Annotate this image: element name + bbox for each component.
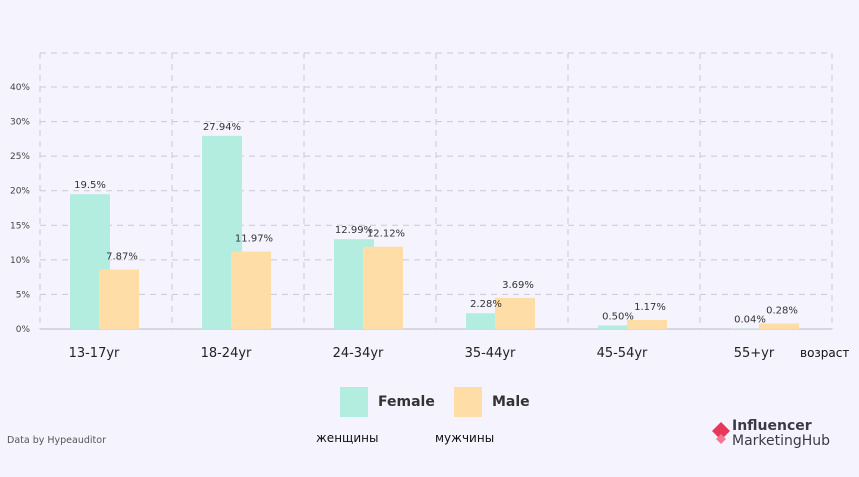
bar-female: [598, 325, 638, 329]
y-tick-label: 20%: [10, 187, 30, 197]
y-tick-label: 0%: [16, 325, 31, 335]
data-label-female: 0.50%: [602, 312, 634, 323]
legend-label-male: Male: [492, 394, 530, 410]
y-axis: 0% 5% 10% 15% 20% 25% 30% 40%: [10, 83, 30, 335]
brand-mark-icon: [712, 422, 730, 444]
male-annotation: мужчины: [435, 431, 495, 445]
bars: [70, 135, 799, 329]
y-tick-label: 10%: [10, 256, 30, 266]
data-label-female: 0.04%: [734, 315, 766, 326]
bar-male: [627, 320, 667, 329]
data-label-male: 3.69%: [502, 280, 534, 291]
legend-swatch-female: [340, 387, 368, 417]
x-category-label: 35-44yr: [465, 346, 516, 361]
grid: [39, 52, 833, 330]
x-axis: 13-17yr 18-24yr 24-34yr 35-44yr 45-54yr 55+yr: [69, 346, 775, 361]
data-label-male: 0.28%: [766, 305, 798, 316]
data-label-male: 11.97%: [235, 234, 273, 245]
data-label-female: 19.5%: [74, 180, 106, 191]
y-tick-label: 15%: [10, 221, 30, 231]
legend-swatch-male: [454, 387, 482, 417]
y-tick-label: 5%: [16, 290, 31, 300]
brand-logo: Influencer MarketingHub: [712, 418, 857, 450]
x-category-label: 13-17yr: [69, 346, 120, 361]
bar-male: [363, 246, 403, 329]
data-label-male: 12.12%: [367, 229, 405, 240]
legend-label-female: Female: [378, 394, 435, 410]
bar-male: [759, 323, 799, 329]
female-annotation: женщины: [316, 431, 379, 445]
bar-male: [231, 251, 271, 329]
data-label-female: 12.99%: [335, 225, 373, 236]
bar-male: [99, 269, 139, 329]
bar-male: [495, 297, 535, 329]
y-tick-label: 25%: [10, 152, 30, 162]
x-category-label: 18-24yr: [201, 346, 252, 361]
brand-line-1: Influencer: [732, 418, 812, 434]
data-labels: 19.5% 7.87% 27.94% 11.97% 12.99%12.12% 2.28%3…: [74, 122, 798, 326]
data-label-female: 27.94%: [203, 122, 241, 133]
y-tick-label: 30%: [10, 118, 30, 128]
x-category-label: 24-34yr: [333, 346, 384, 361]
x-axis-unit: возраст: [800, 346, 850, 360]
data-label-female: 2.28%: [470, 299, 502, 310]
data-label-male: 7.87%: [106, 252, 138, 263]
y-tick-label: 40%: [10, 83, 30, 93]
data-label-male: 1.17%: [634, 302, 666, 313]
x-category-label: 45-54yr: [597, 346, 648, 361]
brand-line-2: MarketingHub: [732, 433, 831, 449]
x-category-label: 55+yr: [734, 346, 775, 361]
data-source: Data by Hypeauditor: [7, 435, 106, 446]
